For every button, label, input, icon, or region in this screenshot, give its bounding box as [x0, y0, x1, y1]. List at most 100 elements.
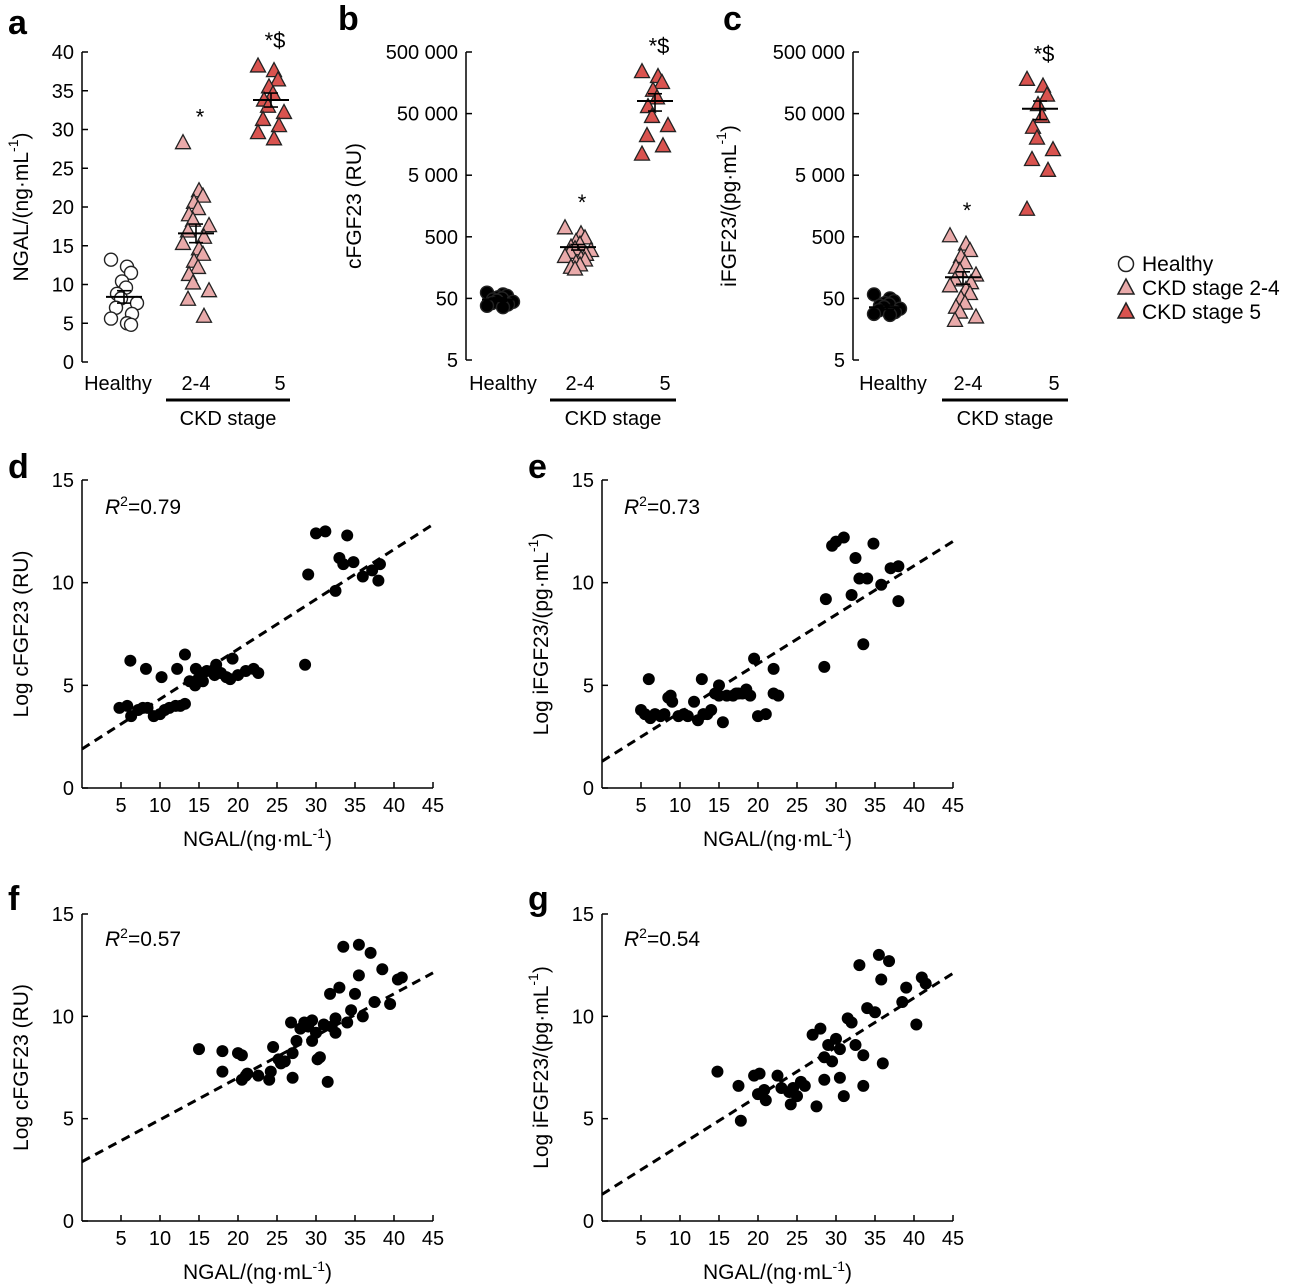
- panel-d: d 0 5 10 15 5 10 15 20 25 30 35 40 45 NGAL/(ng·mL-1) Lo…: [8, 448, 444, 851]
- y-tick-label-a: 25: [52, 158, 74, 180]
- data-point-f: [241, 1067, 254, 1080]
- panel-e: e 0 5 10 15 5 10 15 20 25 30 35 40 45 NGAL/(ng·mL-1) Lo…: [525, 448, 964, 851]
- data-point-f: [216, 1065, 229, 1078]
- data-point-b: [633, 144, 651, 161]
- y-axis-label-a: NGAL/(ng·mL-1): [5, 133, 33, 282]
- data-point-b: [556, 247, 574, 264]
- data-point-g: [818, 1051, 831, 1064]
- y-tick-label-b: 50 000: [397, 104, 458, 126]
- data-point-a: [189, 199, 207, 216]
- data-point-d: [373, 558, 386, 571]
- x-axis-label-g: NGAL/(ng·mL-1): [703, 1258, 852, 1284]
- x-tick-label-e: 15: [708, 795, 730, 817]
- data-point-e: [818, 660, 831, 673]
- data-point-e: [658, 708, 671, 721]
- data-point-e: [892, 560, 905, 573]
- data-point-g: [837, 1090, 850, 1103]
- category-label-c: Healthy: [859, 373, 927, 395]
- group-label-a: CKD stage: [180, 408, 277, 430]
- data-point-g: [875, 973, 888, 986]
- data-point-g: [818, 1073, 831, 1086]
- y-axis-label-e: Log iFGF23/(pg·mL-1): [525, 533, 553, 736]
- data-point-a: [194, 186, 212, 203]
- data-point-f: [341, 1016, 354, 1029]
- data-point-e: [744, 689, 757, 702]
- data-point-d: [178, 648, 191, 661]
- data-point-a: [200, 216, 218, 233]
- x-tick-label-e: 30: [825, 795, 847, 817]
- data-point-d: [329, 584, 342, 597]
- data-point-c: [1023, 150, 1041, 167]
- data-point-g: [853, 959, 866, 972]
- data-point-f: [395, 971, 408, 984]
- data-point-f: [356, 1010, 369, 1023]
- data-point-a: [103, 311, 119, 326]
- y-tick-label-a: 35: [52, 81, 74, 103]
- data-point-b: [556, 218, 574, 235]
- data-point-g: [845, 1016, 858, 1029]
- data-point-e: [730, 687, 743, 700]
- y-tick-label-e: 5: [583, 675, 594, 697]
- data-point-f: [333, 981, 346, 994]
- data-point-c: [1029, 95, 1047, 112]
- x-tick-label-g: 15: [708, 1228, 730, 1250]
- data-point-c: [1039, 160, 1057, 177]
- x-tick-label-e: 45: [942, 795, 964, 817]
- y-tick-label-g: 10: [572, 1006, 594, 1028]
- data-point-e: [716, 716, 729, 729]
- data-point-g: [753, 1067, 766, 1080]
- x-tick-label-e: 40: [903, 795, 925, 817]
- y-axis-label-b: cFGF23 (RU): [343, 143, 366, 269]
- data-point-a: [174, 133, 192, 150]
- data-point-e: [892, 595, 905, 608]
- x-tick-label-f: 30: [305, 1228, 327, 1250]
- x-tick-label-e: 5: [635, 795, 646, 817]
- data-point-a: [249, 123, 267, 140]
- x-tick-label-d: 5: [115, 795, 126, 817]
- data-point-a: [254, 110, 272, 127]
- significance-mark-a: *$: [265, 28, 286, 53]
- y-tick-label-b: 500 000: [386, 42, 458, 64]
- data-point-g: [857, 1049, 870, 1062]
- panel-label-a: a: [8, 4, 28, 42]
- data-point-g: [711, 1065, 724, 1078]
- x-tick-label-f: 35: [344, 1228, 366, 1250]
- panel-f: f 0 5 10 15 5 10 15 20 25 30 35 40 45 NGAL/(ng·mL-1) Lo…: [8, 880, 444, 1284]
- y-tick-label-c: 50 000: [784, 104, 845, 126]
- significance-mark-b: *: [578, 190, 587, 215]
- data-point-a: [179, 289, 197, 306]
- panel-label-b: b: [338, 0, 359, 38]
- data-point-c: [882, 307, 898, 323]
- data-point-d: [124, 654, 137, 667]
- data-point-d: [372, 574, 385, 587]
- data-point-f: [337, 940, 350, 953]
- x-tick-label-g: 25: [786, 1228, 808, 1250]
- data-point-d: [356, 570, 369, 583]
- x-tick-label-d: 35: [344, 795, 366, 817]
- x-tick-label-f: 15: [188, 1228, 210, 1250]
- data-point-b: [633, 62, 651, 79]
- data-point-b: [495, 299, 511, 315]
- data-point-c: [866, 287, 882, 302]
- data-point-e: [767, 662, 780, 675]
- panel-g: g 0 5 10 15 5 10 15 20 25 30 35 40 45 NGAL/(ng·mL-1) Lo…: [525, 880, 964, 1284]
- data-point-f: [345, 1004, 358, 1017]
- y-tick-label-c: 5: [834, 350, 845, 372]
- x-tick-label-d: 15: [188, 795, 210, 817]
- y-tick-label-g: 15: [572, 904, 594, 926]
- r-squared-label-g: R2=0.54: [624, 925, 700, 951]
- data-point-d: [319, 525, 332, 538]
- data-point-d: [302, 568, 315, 581]
- data-point-f: [306, 1034, 319, 1047]
- data-point-a: [184, 210, 202, 227]
- x-tick-label-d: 10: [149, 795, 171, 817]
- category-label-c: 2-4: [954, 373, 983, 395]
- legend-marker-ckd24: [1116, 277, 1136, 295]
- data-point-b: [479, 298, 495, 313]
- data-point-a: [123, 265, 139, 281]
- y-tick-label-d: 10: [52, 573, 74, 595]
- r-squared-label-e: R2=0.73: [624, 493, 700, 519]
- data-point-f: [368, 996, 381, 1009]
- data-point-e: [819, 593, 832, 606]
